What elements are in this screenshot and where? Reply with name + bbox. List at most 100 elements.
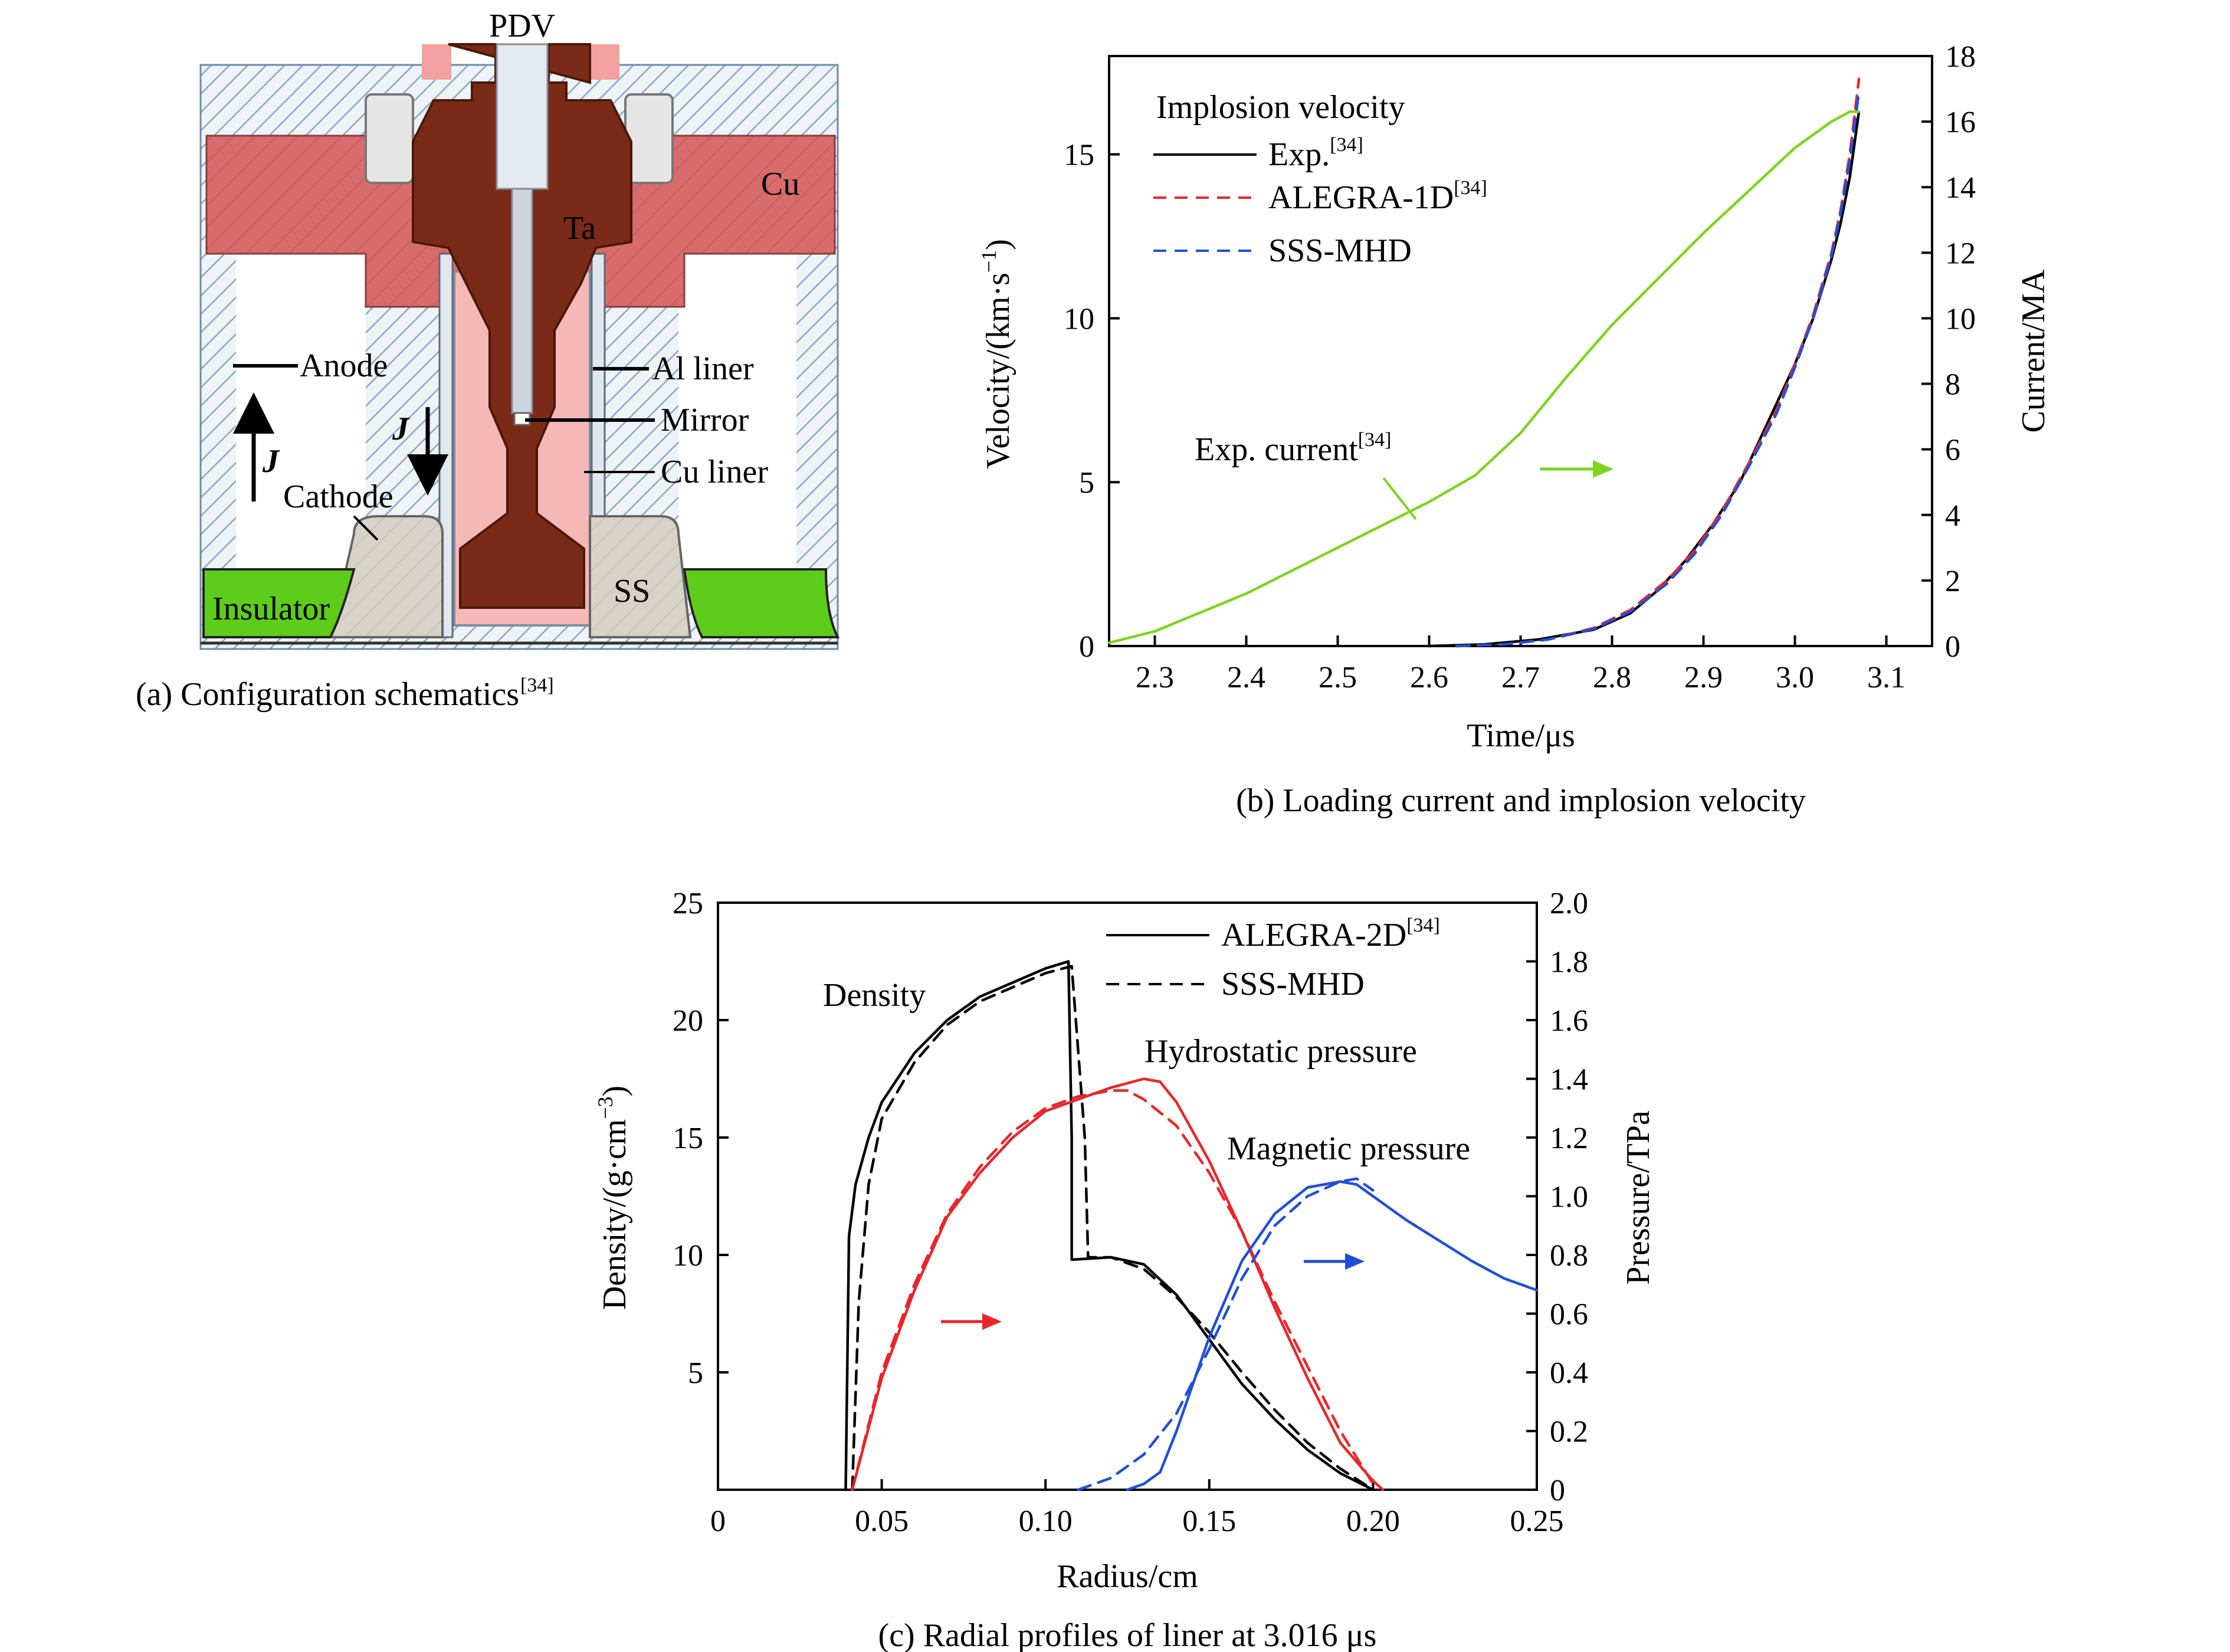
y-tick-label: 10: [673, 1239, 703, 1273]
insulator-right: [683, 568, 840, 638]
x-tick-label: 0.10: [1019, 1504, 1073, 1538]
magnetic-axis-arrowhead: [1345, 1253, 1365, 1270]
x-tick-label: 0.25: [1510, 1504, 1564, 1538]
chart-b-y-ticks: 0 5 10 15: [1064, 139, 1120, 664]
y-tick-label: 5: [1079, 466, 1094, 500]
x-tick-label: 0.05: [855, 1504, 909, 1538]
y2-tick-label: 0: [1550, 1474, 1565, 1507]
x-tick-label: 2.4: [1227, 661, 1265, 694]
caption-a-ref: [34]: [520, 674, 554, 696]
y-tick-label: 10: [1064, 302, 1094, 336]
chart-b-y2label: Current/MA: [2015, 269, 2052, 432]
label-anode: Anode: [300, 348, 388, 384]
annotation-leader: [1382, 477, 1417, 520]
y2-tick-label: 0.4: [1550, 1356, 1588, 1390]
legend-label-sss-mhd: SSS-MHD: [1268, 232, 1412, 269]
y2-tick-label: 0.6: [1550, 1298, 1588, 1332]
y2-tick-label: 6: [1945, 434, 1960, 467]
annotation-hydrostatic: Hydrostatic pressure: [1144, 1033, 1417, 1070]
chart-c-x-ticks: 0 0.05 0.10 0.15 0.20 0.25: [710, 1479, 1564, 1538]
chart-c-y2-ticks: 0 0.2 0.4 0.6 0.8 1.0 1.2 1.4 1.6 1.8 2.0: [1526, 887, 1588, 1507]
bolt-left: [365, 93, 414, 184]
y2-tick-label: 16: [1945, 106, 1976, 139]
y2-tick-label: 4: [1945, 499, 1960, 533]
y2-tick-label: 8: [1945, 368, 1960, 402]
ss-block: [589, 515, 692, 638]
x-tick-label: 3.0: [1776, 661, 1814, 694]
chart-b-y2-ticks: 0 2 4 6 8 10 12 14 16 18: [1921, 40, 1976, 664]
y2-tick-label: 0.2: [1550, 1415, 1588, 1449]
y-tick-label: 15: [1064, 139, 1094, 172]
annotation-magnetic: Magnetic pressure: [1227, 1130, 1470, 1167]
y2-tick-label: 0: [1945, 630, 1960, 664]
chart-b: 2.3 2.4 2.5 2.6 2.7 2.8 2.9 3.0 3.1 0 5 10 15 0 2 4 6 8…: [977, 40, 2052, 754]
chart-b-frame: [1108, 55, 1933, 647]
x-tick-label: 2.6: [1410, 661, 1448, 694]
y2-tick-label: 2.0: [1550, 887, 1588, 920]
y2-tick-label: 1.0: [1550, 1181, 1588, 1214]
label-j-left: J: [262, 443, 280, 480]
cathode-block: [329, 515, 444, 638]
chart-b-xlabel: Time/μs: [1467, 717, 1575, 754]
y2-tick-label: 2: [1945, 565, 1960, 598]
chart-c: 0 0.05 0.10 0.15 0.20 0.25 5 10 15 20 25 0 0.2 0.4 0…: [593, 887, 1657, 1595]
chart-b-x-ticks: 2.3 2.4 2.5 2.6 2.7 2.8 2.9 3.0 3.1: [1136, 635, 1906, 694]
chart-c-xlabel: Radius/cm: [1057, 1558, 1198, 1595]
y2-tick-label: 12: [1945, 237, 1976, 270]
label-j-right: J: [392, 411, 410, 447]
chart-b-legend: Implosion velocity Exp.[34] ALEGRA-1D[34…: [1153, 89, 1487, 269]
label-cathode: Cathode: [283, 478, 393, 515]
label-ss: SS: [614, 573, 650, 609]
y-tick-label: 0: [1079, 630, 1094, 664]
caption-b: (b) Loading current and implosion veloci…: [1236, 782, 1806, 819]
label-cu: Cu: [761, 166, 799, 202]
x-tick-label: 2.8: [1593, 661, 1631, 694]
x-tick-label: 2.7: [1501, 661, 1540, 694]
y2-tick-label: 1.4: [1550, 1063, 1588, 1097]
y2-tick-label: 18: [1945, 40, 1976, 74]
chart-c-series: [844, 960, 1539, 1492]
x-tick-label: 2.3: [1136, 661, 1174, 694]
series-line-b-0: [1428, 110, 1861, 648]
y-tick-label: 20: [673, 1004, 703, 1038]
y2-tick-label: 14: [1945, 171, 1976, 205]
chart-b-series: [1107, 77, 1861, 648]
x-tick-label: 0: [710, 1504, 726, 1538]
chart-b-ylabel: Velocity/(km·s−1): [977, 239, 1016, 469]
configuration-schematic: PDV Cu Ta Anode Al liner Mirror Cu liner…: [199, 8, 840, 650]
chart-c-legend: ALEGRA-2D[34] SSS-MHD: [1106, 914, 1440, 1002]
pdv-probe: [496, 43, 549, 190]
x-tick-label: 2.5: [1319, 661, 1357, 694]
chart-c-y-ticks: 5 10 15 20 25: [673, 887, 729, 1390]
chart-c-y2label: Pressure/TPa: [1620, 1110, 1657, 1285]
x-tick-label: 3.1: [1867, 661, 1906, 694]
label-mirror: Mirror: [661, 402, 749, 438]
series-line-c-2: [851, 1077, 1385, 1492]
chart-c-ylabel: Density/(g·cm−3): [593, 1086, 633, 1310]
y-tick-label: 15: [673, 1122, 703, 1155]
legend-label-exp: Exp.[34]: [1268, 134, 1363, 173]
x-tick-label: 2.9: [1684, 661, 1723, 694]
label-al-liner: Al liner: [652, 350, 754, 387]
x-tick-label: 0.20: [1346, 1504, 1400, 1538]
label-pdv: PDV: [489, 8, 555, 44]
chart-b-legend-title: Implosion velocity: [1156, 89, 1405, 126]
y2-tick-label: 0.8: [1550, 1239, 1588, 1273]
y-tick-label: 25: [673, 887, 703, 920]
chart-b-annotation: Exp. current[34]: [1195, 429, 1391, 468]
y-tick-label: 5: [688, 1356, 703, 1390]
y2-tick-label: 1.2: [1550, 1122, 1588, 1155]
series-line-c-3: [851, 1089, 1375, 1492]
annotation-density: Density: [823, 977, 926, 1014]
hydro-axis-arrowhead: [982, 1313, 1002, 1330]
label-insulator: Insulator: [212, 591, 330, 627]
series-line-c-0: [844, 960, 1375, 1492]
label-ta: Ta: [563, 210, 596, 247]
series-line-c-5: [1077, 1177, 1375, 1492]
x-tick-label: 0.15: [1182, 1504, 1236, 1538]
insulator-left: [202, 568, 356, 638]
series-line-b-3: [1107, 110, 1861, 644]
legend-label-alegra-2d: ALEGRA-2D[34]: [1221, 914, 1440, 953]
y2-tick-label: 1.6: [1550, 1004, 1588, 1038]
